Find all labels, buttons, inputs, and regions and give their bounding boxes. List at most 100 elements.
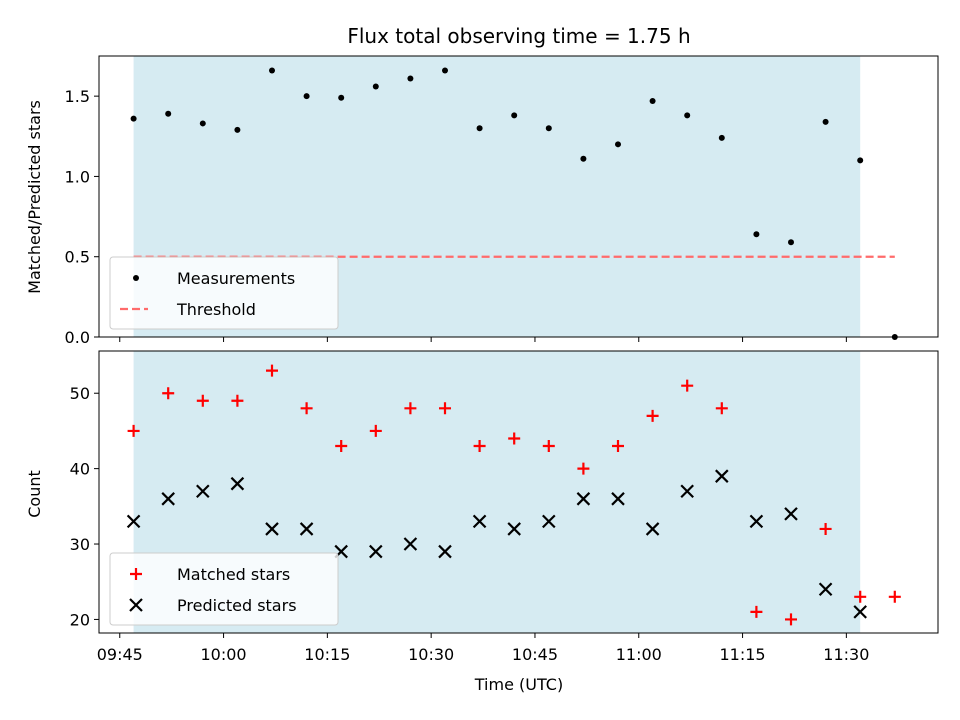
y-tick-label: 0.0: [65, 328, 90, 347]
predicted-star-point: [818, 582, 833, 597]
measurement-point: [788, 239, 794, 246]
measurement-point: [511, 112, 518, 119]
x-axis-label: Time (UTC): [474, 675, 563, 694]
measurement-point: [718, 134, 725, 141]
plot-frame: [98, 350, 939, 634]
predicted-star-point: [265, 522, 279, 536]
predicted-star-point: [645, 522, 660, 536]
bottom-panel: 20 30 40 50 09:45 10:00 10:15 10:30 10:45 11:00 11…: [70, 350, 939, 664]
bottom-y-axis-label: Count: [25, 470, 44, 518]
legend-label: Matched stars: [177, 565, 290, 584]
y-tick-label: 1.0: [65, 167, 90, 186]
measurement-point: [822, 118, 829, 125]
legend: Matched stars Predicted stars: [109, 552, 339, 626]
chart-title: Flux total observing time = 1.75 h: [347, 24, 690, 48]
predicted-star-point: [438, 544, 452, 559]
y-tick-label: 30: [70, 535, 90, 554]
matched-star-point: [819, 522, 832, 535]
legend-label: Threshold: [176, 300, 256, 319]
predicted-star-point: [472, 514, 487, 529]
x-tick-label: 10:45: [512, 645, 558, 664]
matched-star-point: [888, 590, 901, 603]
predicted-star-point: [507, 522, 521, 536]
predicted-star-point: [576, 492, 591, 506]
matched-star-point: [404, 402, 417, 415]
matched-star-point: [577, 462, 590, 475]
predicted-star-point: [196, 484, 210, 499]
matched-star-point: [854, 590, 867, 603]
predicted-star-point: [611, 492, 625, 506]
measurement-point: [857, 157, 864, 164]
matched-star-point: [369, 424, 382, 437]
measurement-point: [753, 231, 760, 238]
measurement-point: [303, 93, 310, 100]
measurement-point: [372, 83, 379, 90]
y-tick-label: 40: [70, 460, 90, 479]
y-tick-label: 20: [70, 610, 90, 629]
predicted-star-point: [230, 476, 245, 491]
measurement-point: [442, 67, 448, 74]
predicted-star-point: [853, 605, 867, 619]
legend-dot-icon: [133, 275, 139, 281]
plot-frame: [98, 55, 939, 338]
measurement-point: [476, 125, 483, 132]
top-y-axis-label: Matched/Predicted stars: [25, 100, 44, 294]
legend-box: [109, 552, 339, 626]
matched-star-point: [681, 379, 694, 392]
x-tick-label: 11:30: [823, 645, 869, 664]
predicted-star-point: [715, 469, 729, 483]
measurement-point: [615, 141, 621, 148]
matched-star-point: [612, 440, 624, 453]
matched-star-point: [162, 387, 175, 400]
matched-star-point: [335, 440, 348, 453]
matched-star-point: [508, 432, 521, 445]
predicted-star-point: [403, 537, 418, 551]
predicted-star-point: [161, 492, 175, 506]
legend-box: [109, 256, 339, 330]
predicted-star-point: [749, 514, 764, 529]
matched-star-point: [542, 440, 555, 453]
y-tick-label: 0.5: [65, 248, 90, 267]
measurement-point: [199, 120, 206, 127]
legend-label: Measurements: [177, 269, 295, 288]
x-tick-label: 11:00: [616, 645, 662, 664]
predicted-star-point: [369, 544, 383, 559]
measurement-point: [649, 97, 656, 104]
predicted-star-point: [680, 484, 694, 499]
predicted-star-point: [299, 522, 314, 536]
legend-plus-icon: [130, 568, 142, 580]
measurement-point: [684, 112, 691, 119]
matched-star-point: [473, 440, 486, 453]
legend-x-icon: [129, 598, 143, 612]
measurement-point: [165, 110, 172, 117]
measurement-point: [545, 125, 552, 132]
x-tick-label: 10:30: [408, 645, 454, 664]
matched-star-point: [646, 409, 659, 422]
measurement-point: [891, 334, 898, 340]
matched-star-point: [750, 605, 763, 618]
measurement-point: [234, 126, 241, 133]
legend-label: Predicted stars: [177, 596, 297, 615]
measurement-point: [580, 155, 587, 162]
predicted-star-point: [784, 507, 798, 521]
predicted-star-point: [126, 514, 141, 529]
measurement-point: [407, 75, 414, 82]
measurement-point: [269, 67, 275, 74]
y-tick-label: 1.5: [65, 87, 90, 106]
top-panel: 0.0 0.5 1.0 1.5 Measurements Threshold: [65, 55, 939, 347]
matched-star-point: [266, 364, 278, 377]
predicted-star-point: [542, 514, 556, 529]
x-tick-label: 10:00: [201, 645, 247, 664]
measurement-point: [338, 94, 345, 101]
x-tick-label: 09:45: [97, 645, 143, 664]
matched-star-point: [196, 394, 209, 407]
matched-star-point: [439, 402, 451, 415]
matched-star-point: [300, 402, 313, 415]
matched-star-point: [231, 394, 244, 407]
matched-star-point: [715, 402, 728, 415]
measurement-point: [130, 115, 137, 122]
matched-star-point: [785, 613, 797, 626]
matched-star-point: [127, 424, 140, 437]
legend: Measurements Threshold: [109, 256, 339, 330]
